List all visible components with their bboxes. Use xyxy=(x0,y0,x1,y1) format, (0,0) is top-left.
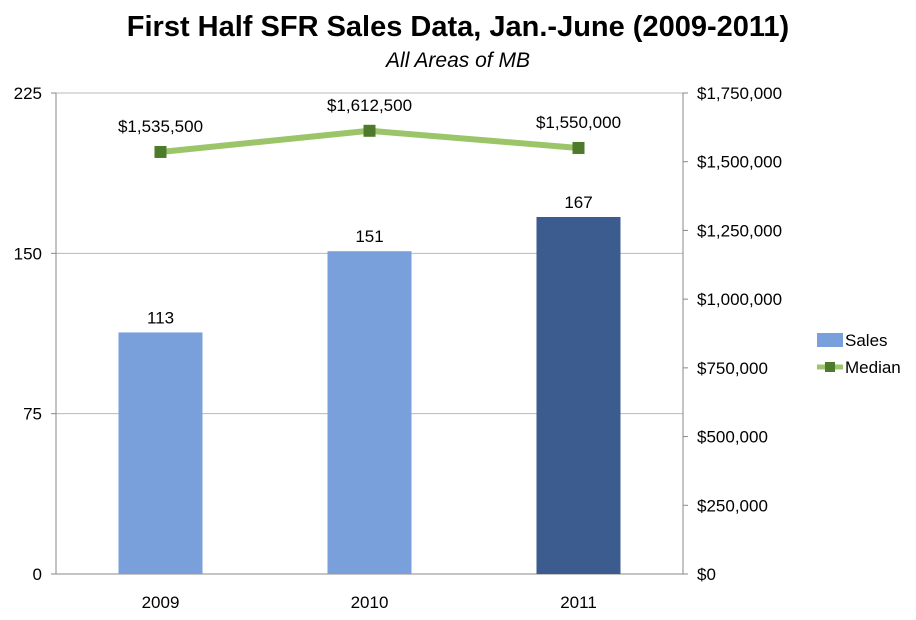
left-tick-label: 75 xyxy=(23,405,42,424)
chart-subtitle: All Areas of MB xyxy=(384,49,530,72)
median-value-label: $1,535,500 xyxy=(118,117,203,136)
legend-sales-label: Sales xyxy=(845,331,888,350)
right-tick-label: $750,000 xyxy=(697,359,768,378)
x-tick-label: 2011 xyxy=(560,593,597,612)
tick-labels: 0 75 150 225 $0 $250,000 $500,000 $750,000 $1,00… xyxy=(14,84,782,612)
bar-sales-2010 xyxy=(327,251,412,574)
bar-sales-2009 xyxy=(118,332,203,574)
right-tick-label: $1,250,000 xyxy=(697,221,782,240)
right-tick-label: $1,000,000 xyxy=(697,290,782,309)
right-tick-label: $500,000 xyxy=(697,428,768,447)
legend-median-marker xyxy=(825,362,835,372)
median-value-label: $1,612,500 xyxy=(327,96,412,115)
bar-series xyxy=(118,216,621,575)
left-tick-label: 150 xyxy=(14,244,42,263)
right-tick-label: $250,000 xyxy=(697,496,768,515)
bar-value-label: 167 xyxy=(564,193,592,212)
right-tick-label: $0 xyxy=(697,565,716,584)
left-tick-label: 0 xyxy=(33,565,42,584)
median-point-2011 xyxy=(572,141,585,154)
median-value-label: $1,550,000 xyxy=(536,113,621,132)
median-point-2010 xyxy=(363,124,376,137)
x-tick-label: 2009 xyxy=(142,593,180,612)
right-tick-label: $1,750,000 xyxy=(697,84,782,103)
median-point-2009 xyxy=(154,145,167,158)
chart-title: First Half SFR Sales Data, Jan.-June (20… xyxy=(127,11,789,43)
bar-value-label: 151 xyxy=(355,227,383,246)
line-series xyxy=(154,124,585,158)
bar-value-label: 113 xyxy=(147,308,174,327)
legend-median-label: Median xyxy=(845,358,901,377)
legend-sales-swatch xyxy=(817,333,843,347)
legend: Sales Median xyxy=(817,331,901,377)
bar-sales-2011 xyxy=(536,216,621,575)
x-tick-label: 2010 xyxy=(351,593,389,612)
left-tick-label: 225 xyxy=(14,84,42,103)
right-tick-label: $1,500,000 xyxy=(697,153,782,172)
